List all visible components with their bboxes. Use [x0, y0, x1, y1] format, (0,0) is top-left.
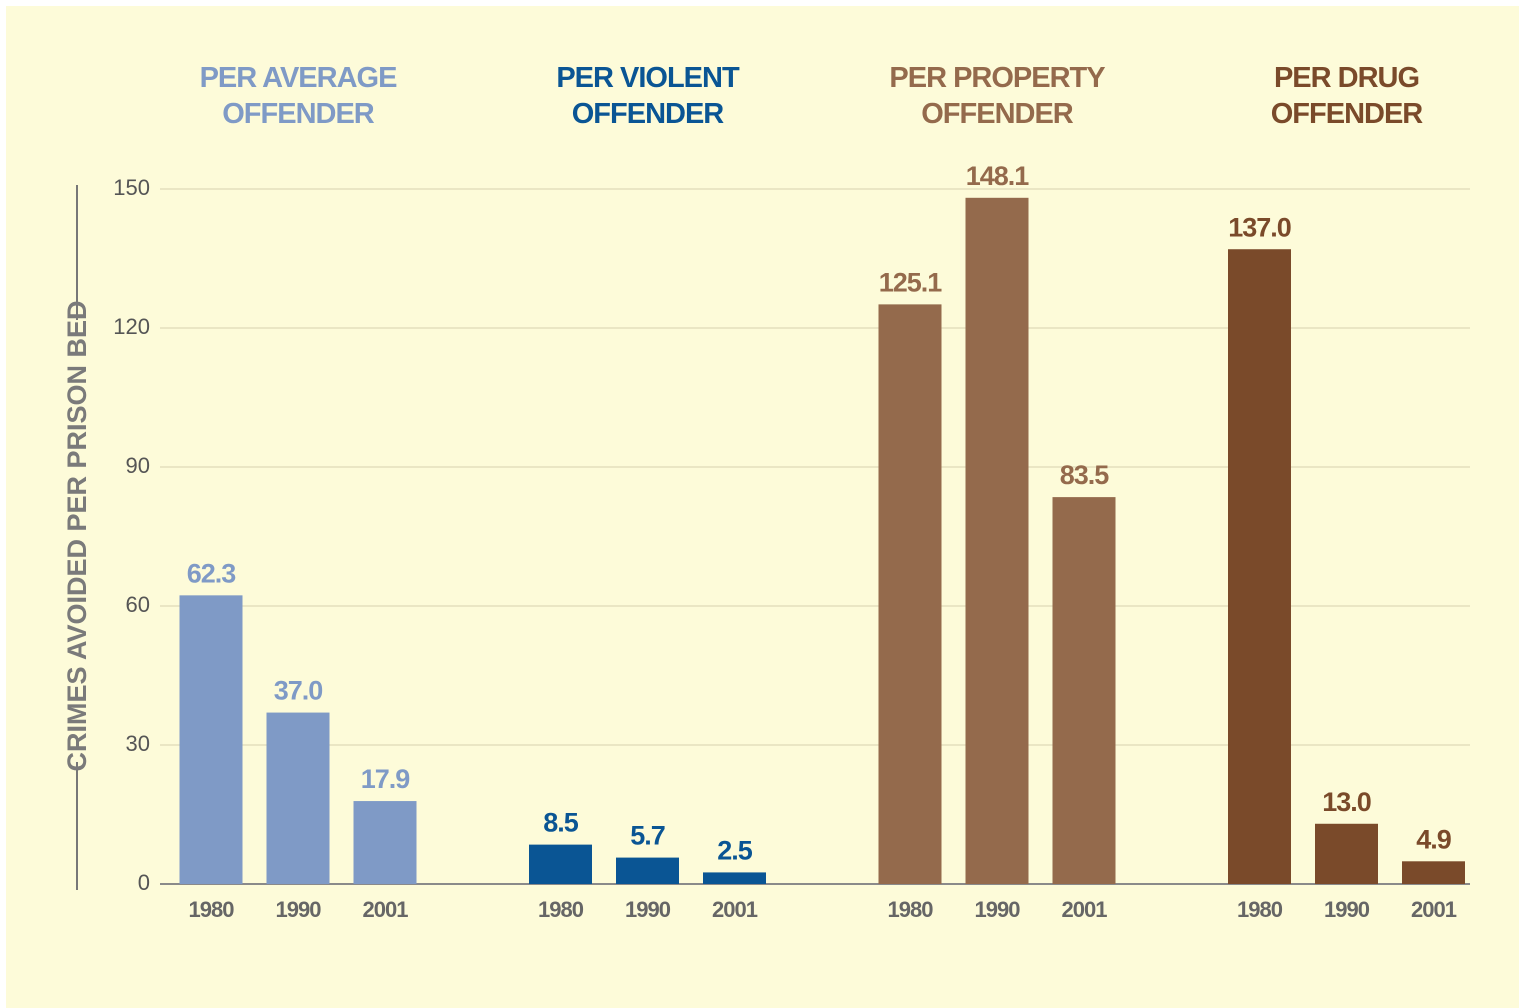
bar: [266, 712, 330, 884]
value-label: 8.5: [543, 808, 579, 838]
y-tick-label: 90: [126, 453, 150, 478]
y-tick-label: 0: [138, 870, 150, 895]
chart-background: CRIMES AVOIDED PER PRISON BED 0 30 60 90 120…: [6, 6, 1519, 1008]
bar: [1315, 823, 1378, 884]
y-axis-label: CRIMES AVOIDED PER PRISON BED: [62, 300, 92, 771]
bar: [703, 872, 766, 884]
x-tick-label: 2001: [712, 897, 758, 922]
bar: [1228, 249, 1291, 884]
x-tick-label: 2001: [1411, 897, 1457, 922]
value-label: 5.7: [630, 821, 665, 851]
x-tick-label: 2001: [1062, 897, 1108, 922]
x-tick-label: 1990: [625, 897, 671, 922]
x-tick-label: 1990: [975, 897, 1021, 922]
bar: [353, 801, 417, 884]
x-tick-label: 1990: [276, 897, 322, 922]
y-tick-label: 120: [113, 314, 150, 339]
bar: [529, 844, 592, 884]
value-label: 13.0: [1322, 787, 1371, 817]
group-title: PER AVERAGE OFFENDER: [199, 62, 398, 130]
x-tick-label: 2001: [363, 897, 409, 922]
x-tick-label: 1980: [538, 897, 584, 922]
group-title: PER PROPERTY OFFENDER: [889, 62, 1105, 130]
y-tick-label: 30: [126, 731, 150, 756]
value-label: 4.9: [1416, 824, 1452, 854]
bar: [1052, 497, 1116, 884]
x-tick-label: 1980: [888, 897, 934, 922]
y-tick-label: 60: [126, 592, 150, 617]
bar: [616, 857, 679, 884]
value-label: 83.5: [1060, 460, 1110, 490]
value-label: 2.5: [717, 836, 753, 866]
group-title: PER VIOLENT OFFENDER: [556, 62, 739, 130]
group-title: PER DRUG OFFENDER: [1270, 62, 1424, 130]
y-tick-label: 150: [113, 175, 150, 200]
bar: [965, 197, 1029, 884]
value-label: 17.9: [361, 764, 411, 794]
value-label: 37.0: [274, 676, 323, 706]
bar: [878, 304, 942, 884]
value-label: 148.1: [966, 161, 1030, 191]
value-label: 125.1: [879, 267, 943, 297]
x-tick-label: 1990: [1324, 897, 1370, 922]
value-label: 62.3: [187, 558, 237, 588]
chart: CRIMES AVOIDED PER PRISON BED 0 30 60 90 120…: [62, 161, 1470, 922]
x-tick-label: 1980: [1237, 897, 1283, 922]
x-tick-label: 1980: [189, 897, 235, 922]
bar: [1402, 861, 1465, 884]
bar: [179, 595, 243, 884]
value-label: 137.0: [1228, 212, 1291, 242]
